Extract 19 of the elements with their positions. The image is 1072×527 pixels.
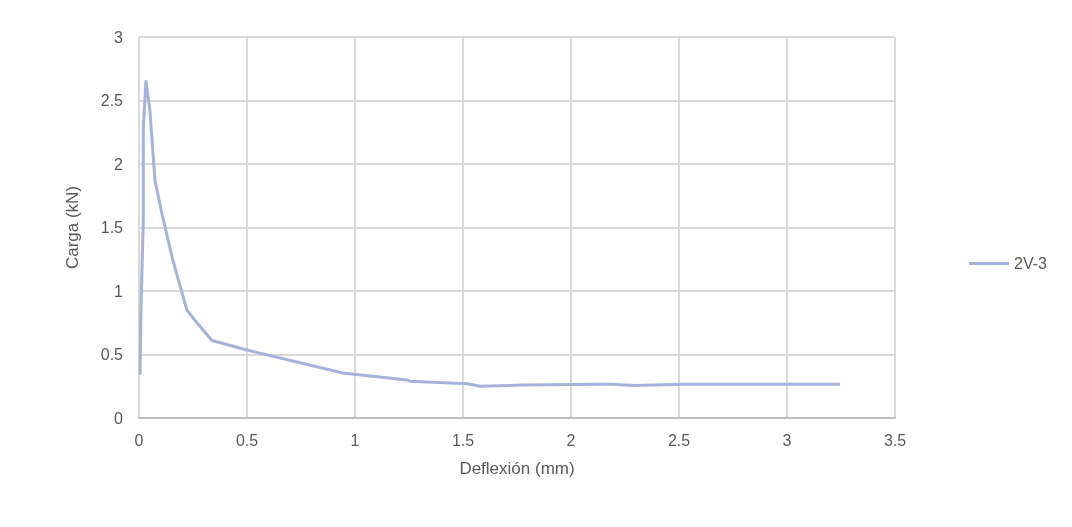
x-axis-title: Deflexión (mm)	[459, 459, 575, 478]
x-tick-label: 3.5	[883, 431, 907, 449]
legend-label: 2V-3	[1014, 255, 1048, 272]
x-tick-label: 0.5	[235, 431, 259, 449]
line-series	[138, 79, 841, 388]
y-tick-label: 1.5	[100, 219, 124, 236]
y-tick-label: 1	[114, 282, 124, 300]
y-tick-label: 2.5	[100, 92, 124, 109]
x-tick-label: 3	[782, 431, 792, 449]
y-tick-label: 0	[114, 409, 124, 427]
y-tick-label: 0.5	[100, 346, 124, 363]
x-tick-label: 2.5	[667, 431, 691, 449]
x-tick-label: 1.5	[451, 431, 475, 449]
x-tick-label: 2	[566, 431, 576, 449]
x-tick-label: 1	[350, 431, 360, 449]
y-axis-title: Carga (kN)	[63, 185, 82, 270]
x-tick-label: 0	[134, 431, 144, 449]
y-tick-label: 2	[114, 155, 124, 173]
y-tick-label: 3	[114, 28, 124, 46]
